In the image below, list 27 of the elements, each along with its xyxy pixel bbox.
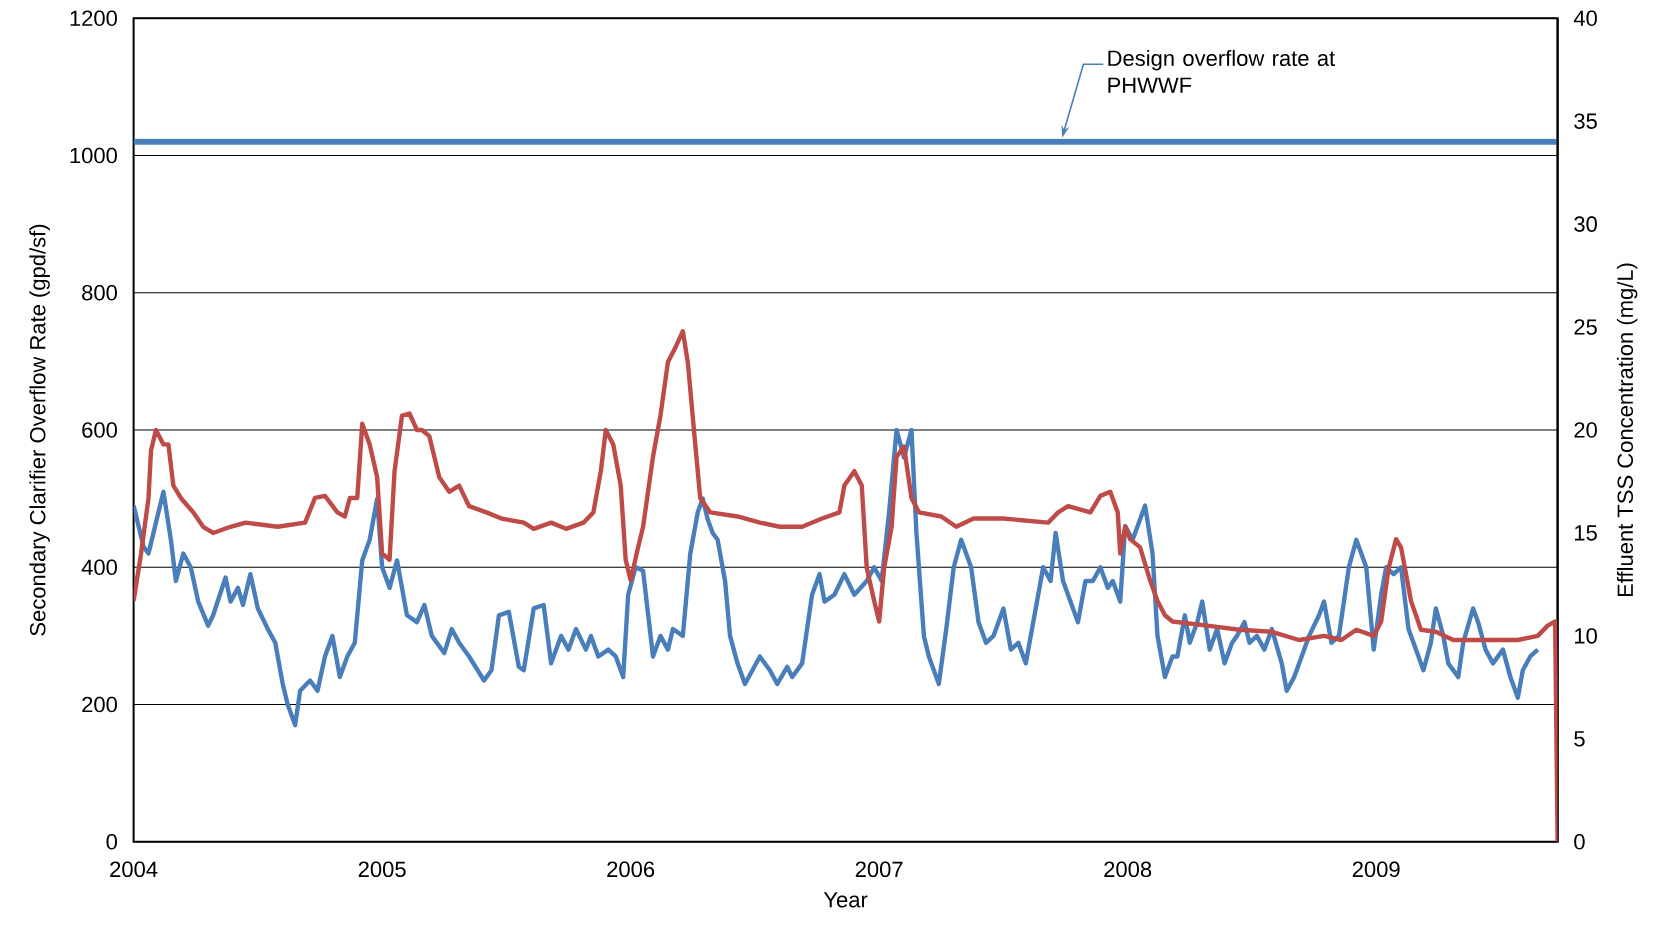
y2-tick-label: 20 (1574, 422, 1597, 438)
y2-tick-label: 30 (1574, 216, 1597, 232)
y-tick-label: 1200 (70, 10, 117, 26)
y-tick-label: 0 (106, 834, 117, 850)
y-axis-title: Secondary Clarifier Overflow Rate (gpd/sf) (29, 224, 50, 636)
y2-tick-label: 35 (1574, 113, 1597, 129)
y-tick-label: 1000 (70, 147, 117, 164)
x-tick-label: 2009 (1352, 861, 1400, 878)
y-tick-label: 800 (82, 284, 117, 301)
y2-tick-label: 25 (1574, 319, 1597, 335)
line-series (133, 427, 1540, 728)
y-tick-label: 200 (82, 696, 117, 713)
y-tick-label: 400 (81, 559, 117, 576)
y-tick-label: 600 (82, 422, 117, 438)
x-tick-label: 2007 (855, 861, 903, 878)
y2-tick-label: 5 (1574, 731, 1585, 747)
y2-tick-label: 0 (1574, 834, 1585, 850)
x-tick-label: 2005 (358, 861, 406, 878)
y2-tick-label: 40 (1573, 10, 1597, 26)
x-tick-label: 2006 (607, 861, 655, 878)
y2-axis-title: Effluent TSS Concentration (mg/L) (1616, 263, 1638, 597)
x-tick-label: 2008 (1104, 861, 1152, 878)
x-axis-title: Year (823, 892, 868, 908)
x-tick-label: 2004 (110, 861, 158, 878)
y2-tick-label: 15 (1575, 525, 1597, 541)
ref-line-label: Design overflow rate at PHWWF (1108, 49, 1336, 93)
y2-tick-label: 10 (1575, 628, 1597, 644)
